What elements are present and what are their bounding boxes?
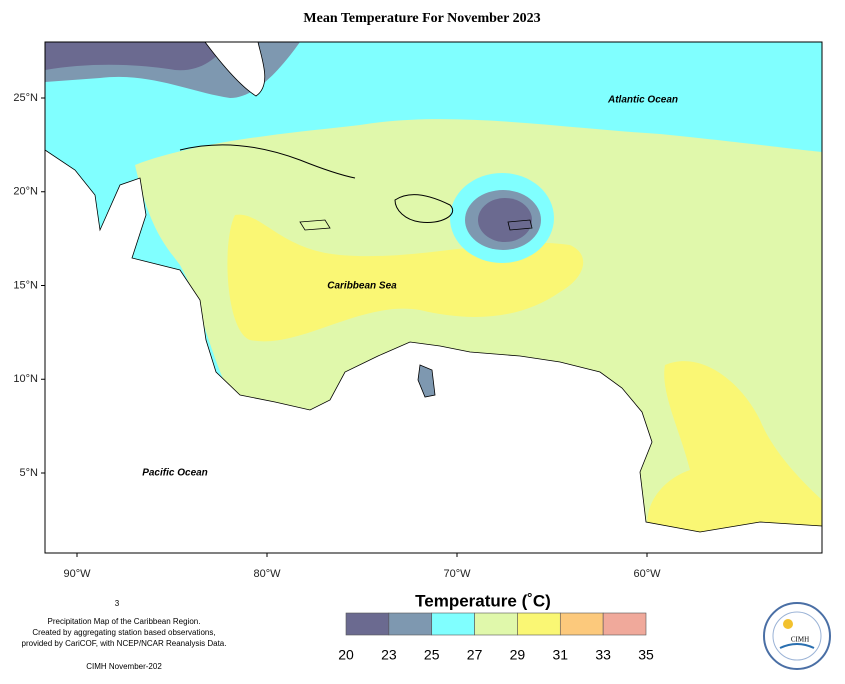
hispaniola — [394, 194, 453, 224]
zone-29-31 — [647, 361, 822, 553]
place-label: Pacific Ocean — [142, 468, 208, 479]
legend-swatch — [517, 612, 561, 636]
footnote-line: Created by aggregating station based obs… — [32, 628, 215, 637]
puerto-rico — [507, 219, 533, 231]
florida — [204, 42, 266, 97]
legend-tick-label: 29 — [510, 647, 526, 663]
lon-label: 70°W — [443, 568, 471, 580]
place-label: Caribbean Sea — [327, 281, 397, 292]
zone-20-23 — [45, 42, 230, 71]
legend-swatch — [431, 612, 475, 636]
legend-swatch — [602, 612, 647, 636]
lat-label: 20°N — [13, 186, 38, 198]
lat-label: 10°N — [13, 373, 38, 385]
legend-tick-label: 27 — [467, 647, 483, 663]
mainland — [45, 149, 822, 553]
legend-swatch — [474, 612, 518, 636]
legend-swatch — [559, 612, 604, 636]
lon-label: 90°W — [63, 568, 91, 580]
legend-tick-label: 35 — [638, 647, 654, 663]
logo: CIMH — [763, 602, 831, 670]
jamaica — [299, 219, 331, 231]
lon-axis: 90°W 80°W 70°W 60°W — [63, 553, 661, 580]
footnote: 3 Precipitation Map of the Caribbean Reg… — [22, 599, 227, 671]
legend-swatch — [388, 612, 433, 636]
lat-label: 5°N — [20, 467, 39, 479]
map: Atlantic Ocean Caribbean Sea Pacific Oce… — [13, 41, 823, 580]
lat-label: 25°N — [13, 92, 38, 104]
logo-text: CIMH — [791, 636, 809, 644]
title: Mean Temperature For November 2023 — [303, 11, 540, 26]
legend: Temperature (˚C) 20 23 25 27 29 31 33 35 — [338, 591, 654, 662]
legend-swatch — [345, 612, 390, 636]
zone-20-23 — [478, 198, 532, 242]
credit: CIMH November-202 — [86, 662, 162, 671]
legend-tick-label: 25 — [424, 647, 440, 663]
place-label: Atlantic Ocean — [607, 95, 678, 106]
cuba — [179, 144, 356, 179]
page-marker: 3 — [115, 599, 120, 608]
footnote-line: provided by CariCOF, with NCEP/NCAR Rean… — [22, 639, 227, 648]
legend-tick-label: 23 — [381, 647, 397, 663]
lat-axis: 25°N 20°N 15°N 10°N 5°N — [13, 92, 45, 479]
maracaibo — [417, 364, 436, 398]
legend-tick-label: 20 — [338, 647, 354, 663]
lon-label: 60°W — [633, 568, 661, 580]
legend-title: Temperature (˚C) — [415, 591, 551, 610]
map-frame — [44, 41, 823, 554]
lon-label: 80°W — [253, 568, 281, 580]
footnote-line: Precipitation Map of the Caribbean Regio… — [48, 617, 201, 626]
legend-tick-label: 33 — [595, 647, 611, 663]
legend-tick-label: 31 — [552, 647, 568, 663]
lat-label: 15°N — [13, 279, 38, 291]
